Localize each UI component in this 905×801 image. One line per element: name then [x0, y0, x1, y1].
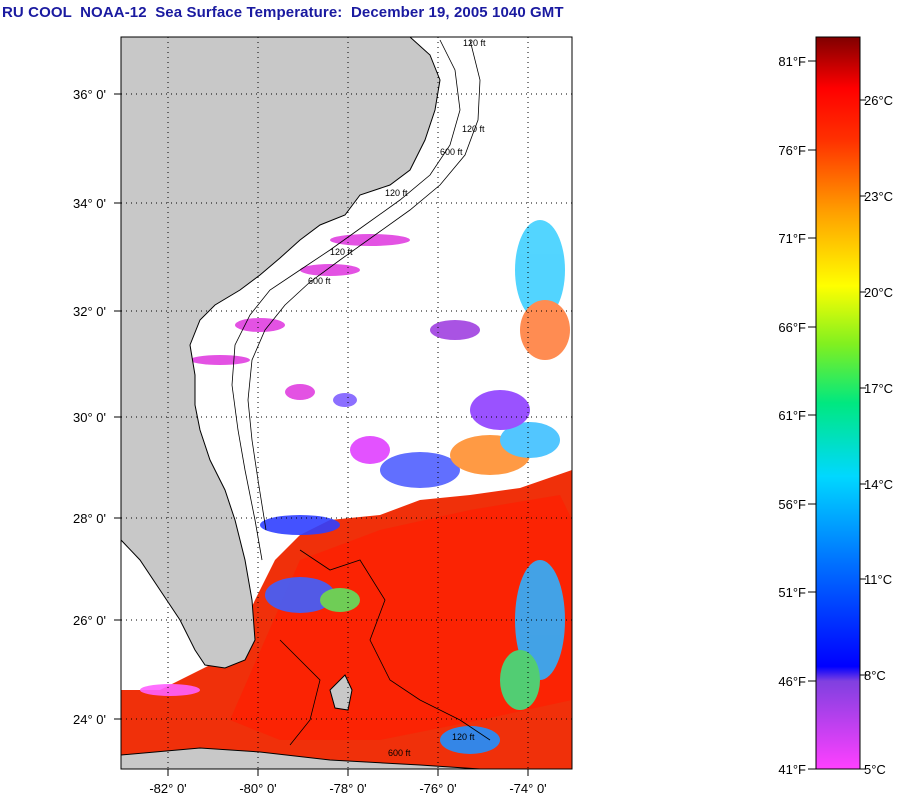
contour-label: 120 ft [452, 732, 475, 742]
lat-label: 32° 0' [73, 304, 106, 319]
contour-label: 120 ft [385, 188, 408, 198]
lat-label: 36° 0' [73, 87, 106, 102]
contour-label: 120 ft [330, 247, 353, 257]
warm-water-highlight [230, 495, 572, 740]
contour-label: 120 ft [462, 124, 485, 134]
lon-label: -76° 0' [419, 781, 456, 796]
colorbar-c-label: 26°C [864, 93, 893, 108]
land-bahamas [329, 674, 353, 711]
colorbar-ticks [808, 60, 866, 770]
lat-label: 30° 0' [73, 410, 106, 425]
lat-label: 28° 0' [73, 511, 106, 526]
lon-label: -82° 0' [149, 781, 186, 796]
lon-label: -78° 0' [329, 781, 366, 796]
lat-label: 34° 0' [73, 196, 106, 211]
colorbar-f-label: 46°F [778, 674, 806, 689]
colorbar-c-label: 8°C [864, 668, 886, 683]
colorbar-f-label: 41°F [778, 762, 806, 777]
map-frame [120, 36, 573, 770]
colorbar-f-label: 66°F [778, 320, 806, 335]
lon-label: -74° 0' [509, 781, 546, 796]
colorbar-f-label: 61°F [778, 408, 806, 423]
colorbar [815, 36, 861, 770]
lat-ticks [114, 93, 121, 720]
contour-label: 120 ft [463, 38, 486, 48]
depth-contours [231, 39, 491, 746]
colorbar-f-label: 56°F [778, 497, 806, 512]
colorbar-c-label: 17°C [864, 381, 893, 396]
lat-label: 24° 0' [73, 712, 106, 727]
contour-label: 600 ft [388, 748, 411, 758]
colorbar-c-label: 11°C [864, 572, 892, 587]
lon-ticks [167, 769, 529, 776]
land-cuba [121, 747, 481, 769]
colorbar-f-label: 51°F [778, 585, 806, 600]
colorbar-c-label: 23°C [864, 189, 893, 204]
colorbar-f-label: 76°F [778, 143, 806, 158]
contour-label: 600 ft [308, 276, 331, 286]
colorbar-f-label: 71°F [778, 231, 806, 246]
land-us-coast [121, 37, 441, 669]
lon-label: -80° 0' [239, 781, 276, 796]
colorbar-c-label: 5°C [864, 762, 886, 777]
lat-label: 26° 0' [73, 613, 106, 628]
map-title: RU COOL NOAA-12 Sea Surface Temperature:… [2, 4, 564, 21]
contour-label: 600 ft [440, 147, 463, 157]
colorbar-c-label: 20°C [864, 285, 893, 300]
colorbar-f-label: 81°F [778, 54, 806, 69]
cool-patches [121, 220, 570, 754]
colorbar-c-label: 14°C [864, 477, 893, 492]
graticule [121, 37, 572, 769]
